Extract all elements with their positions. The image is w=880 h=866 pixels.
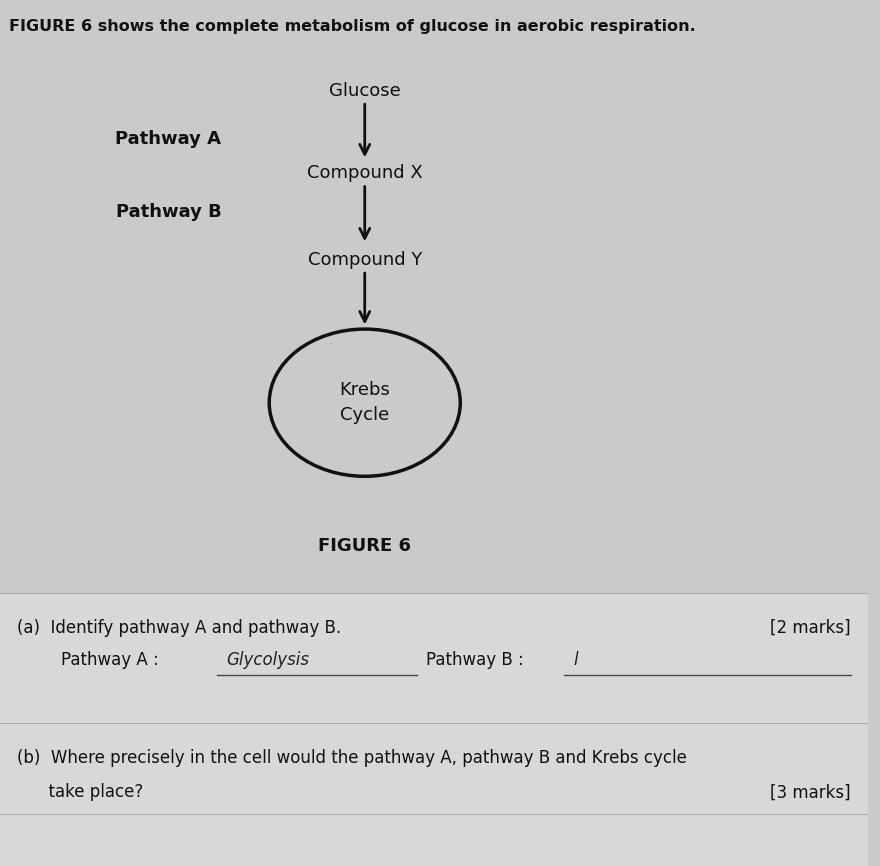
Text: Pathway B: Pathway B xyxy=(115,204,222,221)
Text: (b)  Where precisely in the cell would the pathway A, pathway B and Krebs cycle: (b) Where precisely in the cell would th… xyxy=(18,749,687,766)
Text: [2 marks]: [2 marks] xyxy=(770,619,851,637)
Text: Pathway A :: Pathway A : xyxy=(61,650,158,669)
Text: Krebs
Cycle: Krebs Cycle xyxy=(340,381,390,424)
Text: l: l xyxy=(573,650,578,669)
Text: take place?: take place? xyxy=(18,784,143,801)
Text: FIGURE 6 shows the complete metabolism of glucose in aerobic respiration.: FIGURE 6 shows the complete metabolism o… xyxy=(9,19,695,34)
FancyBboxPatch shape xyxy=(0,593,869,866)
Text: Compound Y: Compound Y xyxy=(307,251,422,268)
Text: Glucose: Glucose xyxy=(329,82,400,100)
Text: Pathway A: Pathway A xyxy=(115,130,222,147)
Text: Compound X: Compound X xyxy=(307,165,422,182)
Text: [3 marks]: [3 marks] xyxy=(770,784,851,801)
Text: Pathway B :: Pathway B : xyxy=(426,650,524,669)
Text: Glycolysis: Glycolysis xyxy=(226,650,309,669)
Text: (a)  Identify pathway A and pathway B.: (a) Identify pathway A and pathway B. xyxy=(18,619,341,637)
Text: FIGURE 6: FIGURE 6 xyxy=(319,537,411,554)
